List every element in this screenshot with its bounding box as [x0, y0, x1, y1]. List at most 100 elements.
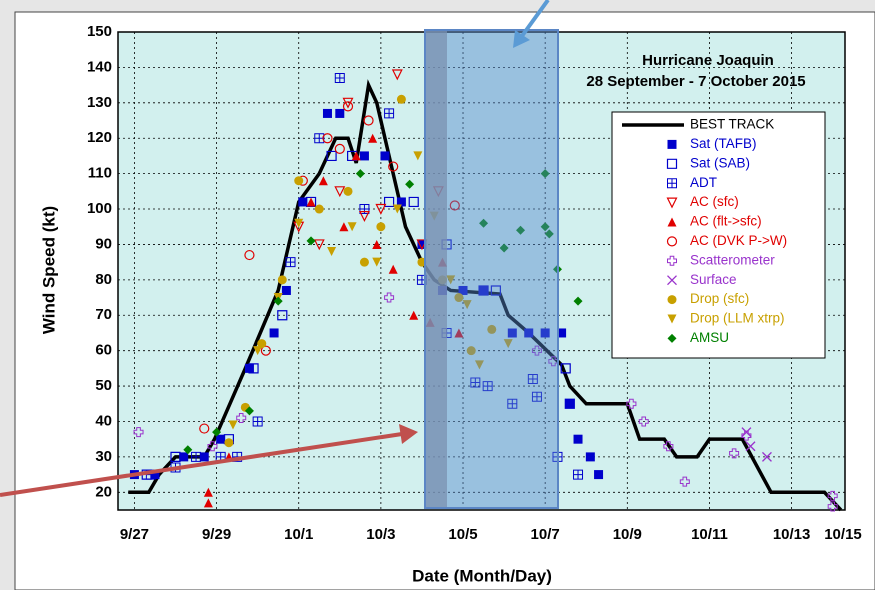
point [277, 275, 287, 285]
point [573, 296, 583, 306]
legend-label: Surface [690, 272, 737, 287]
legend [611, 111, 826, 359]
point [524, 328, 534, 338]
x-tick-label: 10/7 [531, 526, 560, 543]
point [351, 151, 361, 161]
point [306, 236, 316, 246]
point [306, 197, 316, 207]
x-tick-label: 10/1 [284, 526, 313, 543]
point [663, 441, 674, 452]
point [413, 151, 423, 161]
point [479, 285, 489, 295]
point [339, 222, 349, 232]
y-tick-label: 50 [95, 377, 112, 394]
point [359, 151, 369, 161]
point [408, 196, 419, 208]
point [454, 293, 464, 303]
legend-marker [667, 333, 677, 343]
point [372, 257, 382, 267]
point [179, 452, 189, 462]
legend-marker [667, 295, 677, 305]
point [741, 427, 752, 438]
y-axis-label: Wind Speed (kt) [39, 206, 58, 334]
x-tick-label: 10/9 [613, 526, 642, 543]
point [376, 222, 386, 232]
point [478, 285, 489, 296]
point [170, 451, 181, 462]
point [285, 257, 296, 268]
legend-marker [666, 197, 678, 209]
x-tick-label: 10/15 [824, 526, 862, 543]
point [540, 169, 550, 179]
point [585, 452, 595, 462]
point [203, 487, 213, 497]
legend-label: AMSU [690, 330, 729, 345]
legend-marker [667, 275, 677, 286]
point [322, 133, 333, 144]
legend-label: Scatterometer [690, 252, 775, 267]
point [458, 285, 468, 295]
point [199, 423, 210, 434]
point [531, 345, 542, 356]
point [544, 229, 554, 239]
point [384, 108, 395, 119]
y-tick-label: 70 [95, 306, 112, 323]
point [228, 420, 238, 430]
point [207, 441, 218, 452]
y-tick-label: 40 [95, 412, 112, 429]
point [827, 490, 838, 501]
point [305, 196, 317, 208]
point [355, 169, 365, 179]
y-tick-label: 30 [95, 448, 112, 465]
point [565, 399, 575, 409]
point [503, 339, 513, 349]
point [405, 179, 415, 189]
legend-marker [666, 236, 678, 247]
x-axis-label: Date (Month/Day) [412, 566, 552, 585]
legend-marker [667, 314, 677, 324]
point [626, 398, 637, 409]
point [531, 391, 542, 402]
x-tick-label: 9/27 [120, 526, 149, 543]
blue-arrowhead [513, 30, 530, 48]
legend-label: Sat (TAFB) [690, 136, 757, 151]
highlight-gray [425, 30, 447, 508]
point [334, 143, 345, 154]
point [199, 452, 209, 462]
point [638, 416, 649, 427]
point [244, 249, 255, 261]
point [516, 225, 526, 235]
point [762, 451, 772, 462]
point [313, 239, 325, 251]
point [474, 360, 484, 370]
y-tick-label: 110 [88, 165, 112, 182]
point [557, 328, 567, 338]
point [223, 434, 234, 445]
point [212, 427, 222, 437]
point [253, 346, 263, 356]
point [729, 448, 740, 459]
red-arrowhead [399, 424, 418, 444]
point [560, 363, 571, 374]
point [203, 498, 213, 508]
point [133, 427, 144, 438]
legend-marker [667, 178, 677, 189]
point [359, 257, 369, 267]
y-tick-label: 130 [87, 94, 112, 111]
y-tick-label: 20 [95, 483, 112, 500]
y-tick-label: 80 [95, 271, 112, 288]
point [216, 434, 226, 444]
point [466, 346, 476, 356]
point [335, 108, 345, 118]
point [314, 204, 324, 214]
point [487, 324, 497, 334]
point [347, 222, 357, 232]
point [281, 285, 291, 295]
point [322, 108, 332, 118]
point [368, 133, 378, 143]
point [372, 239, 382, 249]
point [409, 310, 419, 320]
point [392, 204, 402, 214]
legend-marker [667, 217, 677, 227]
point [294, 176, 304, 186]
